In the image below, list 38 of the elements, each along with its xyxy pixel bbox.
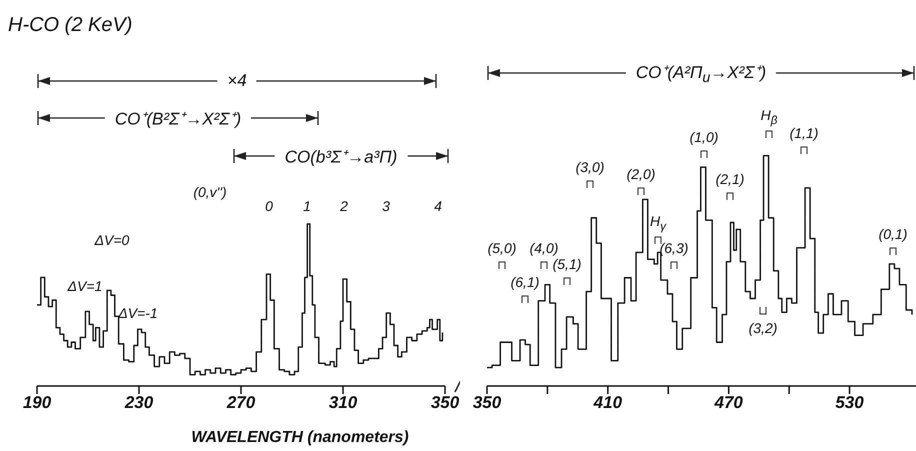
x-tick-label: 310	[328, 393, 358, 412]
text: (1,1)	[790, 125, 818, 141]
x-tick-label: 270	[226, 393, 256, 412]
text: 3	[382, 198, 390, 214]
annotation: ΔV=-1	[118, 305, 158, 321]
text: 1	[303, 198, 311, 214]
text: 2	[340, 198, 348, 214]
text: 0	[265, 198, 273, 214]
x-axis-title: WAVELENGTH (nanometers)	[191, 429, 409, 447]
text: CO⁺(B²Σ⁺→X²Σ⁺)	[104, 106, 252, 130]
x-tick-label: 350	[430, 393, 460, 412]
x-tick-label: 530	[835, 393, 864, 412]
text: ×4	[217, 71, 257, 91]
text: (0,v'')	[193, 184, 227, 200]
annotation: (3,2)	[748, 320, 778, 336]
annotation: (5,0)	[488, 240, 516, 256]
text: (1,0)	[690, 129, 718, 145]
annotation: (6,3)	[660, 240, 688, 256]
annotation: (5,1)	[552, 256, 582, 272]
chart-title: H-CO (2 KeV)	[8, 14, 132, 37]
text: 4	[434, 198, 442, 214]
annotation: (2,1)	[716, 171, 744, 187]
annotation: (4,0)	[530, 240, 558, 256]
x-tick-label: 190	[22, 393, 52, 412]
annotation: H$_{γ}$	[650, 213, 666, 233]
text: CO⁺(A²Π$_{u}$→X²Σ⁺)	[626, 60, 776, 86]
annotation: (6,1)	[510, 274, 540, 290]
x-tick-label: 230	[124, 393, 154, 412]
text: CO(b³Σ⁺→a³Π)	[274, 144, 408, 168]
x-tick-label: 470	[714, 393, 744, 412]
x-tick-label: 410	[592, 393, 623, 412]
x-tick-label: 350	[472, 393, 502, 412]
text: H$_{β}$	[760, 107, 778, 127]
annotation: (2,0)	[626, 166, 656, 182]
annotation: (0,1)	[878, 226, 908, 242]
annotation: ΔV=1	[68, 278, 102, 294]
annotation: (3,0)	[576, 159, 604, 175]
annotation: ΔV=0	[94, 232, 130, 248]
